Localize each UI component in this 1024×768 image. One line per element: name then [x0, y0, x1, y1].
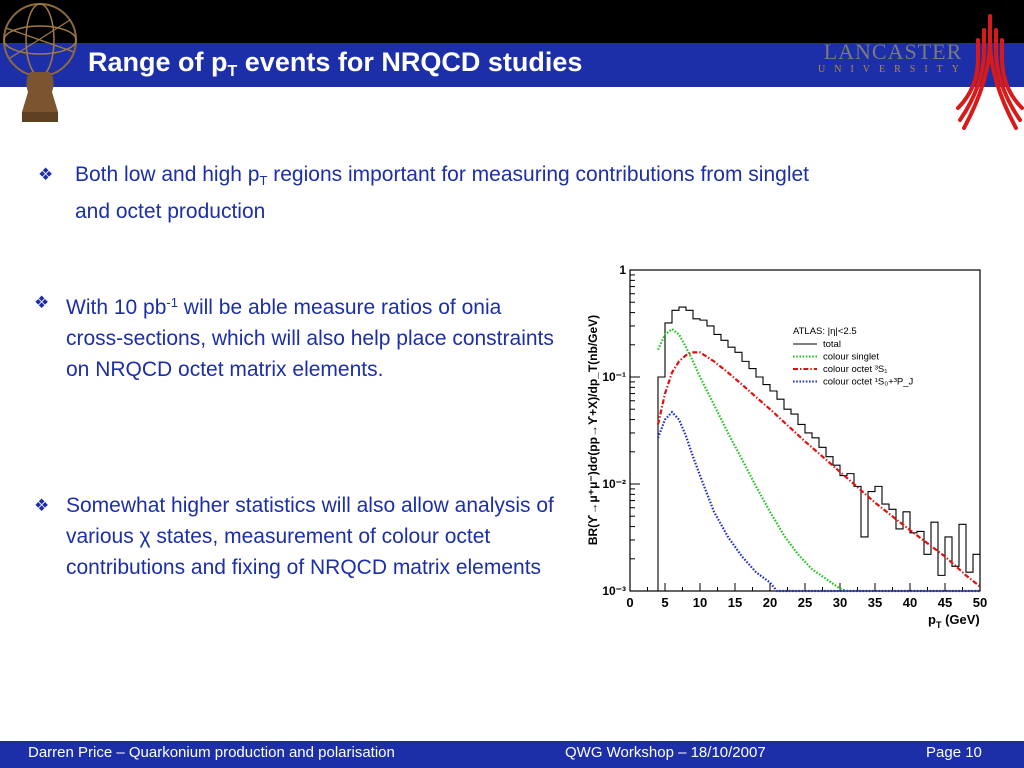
x-axis-label: pT (GeV) [928, 612, 980, 630]
y-tick-label: 10⁻² [602, 477, 626, 491]
bullet-text: regions important for measuring contribu… [75, 163, 810, 223]
x-tick-label: 50 [973, 595, 987, 610]
x-tick-label: 15 [728, 595, 742, 610]
footer-bar: Darren Price – Quarkonium production and… [0, 741, 1024, 768]
footer-page-number: Page 10 [926, 744, 982, 761]
chi-symbol: χ [139, 525, 151, 548]
series-line [656, 410, 980, 593]
bullet-higher-statistics: ❖ Somewhat higher statistics will also a… [34, 490, 554, 583]
footer-author: Darren Price – Quarkonium production and… [28, 744, 395, 761]
legend-label: colour singlet [823, 352, 879, 363]
x-tick-label: 40 [903, 595, 917, 610]
title-subscript: T [227, 63, 238, 80]
x-tick-label: 35 [868, 595, 882, 610]
top-black-band [0, 0, 1024, 43]
bullet-text: Both low and high p [75, 163, 260, 186]
legend-label: total [823, 339, 841, 350]
x-tick-label: 30 [833, 595, 847, 610]
bullet-text: will be able measure ratios of onia cros… [66, 296, 554, 381]
x-tick-label: 0 [626, 595, 633, 610]
y-tick-label: 1 [619, 263, 626, 277]
x-tick-label: 20 [763, 595, 777, 610]
bullet-text: With 10 pb [66, 296, 167, 319]
legend-title: ATLAS: |η|<2.5 [793, 326, 857, 337]
title-main: Range of p [88, 47, 228, 77]
lancaster-name: LANCASTER [823, 39, 963, 64]
series-group [651, 306, 981, 593]
bullet-superscript: -1 [166, 295, 178, 310]
y-tick-label: 10⁻³ [602, 584, 626, 598]
diamond-bullet-icon: ❖ [34, 293, 50, 312]
footer-event: QWG Workshop – 18/10/2007 [565, 744, 766, 761]
x-tick-label: 5 [661, 595, 668, 610]
legend-label: colour octet ¹S₀+³P_J [823, 377, 914, 388]
diamond-bullet-icon: ❖ [38, 165, 54, 184]
lancaster-university-label: UNIVERSITY [818, 64, 968, 75]
bullet-subscript: T [259, 173, 268, 188]
lancaster-university-logo: LANCASTER UNIVERSITY [818, 40, 968, 76]
pt-spectrum-chart: 0 5 10 15 20 25 30 35 40 45 50 10⁻³ 10⁻² 10⁻¹ 1 ATLAS:… [586, 263, 987, 630]
title-rest: events for NRQCD studies [237, 47, 583, 77]
x-tick-label: 10 [693, 595, 707, 610]
bullet-text: states, measurement of colour octet cont… [66, 525, 542, 579]
bullet-text: Somewhat higher statistics will also all… [66, 494, 554, 548]
lancaster-red-mark-icon [956, 14, 1024, 130]
bullet-pt-regions: ❖ Both low and high pT regions important… [38, 159, 838, 227]
series-line [656, 351, 981, 588]
legend-label: colour octet ³S₁ [823, 364, 887, 375]
diamond-bullet-icon: ❖ [34, 496, 50, 515]
atlas-figure-logo [3, 3, 77, 122]
series-line [657, 327, 848, 593]
y-axis-label: BR(ϒ→μ⁺μ⁻)dσ(pp→ϒ+X)/dp_T(nb/GeV) [586, 315, 600, 545]
series-line [651, 306, 980, 592]
title-bar [0, 43, 1024, 87]
slide-title: Range of pT events for NRQCD studies [88, 47, 582, 81]
x-tick-label: 25 [798, 595, 812, 610]
bullet-cross-section-ratios: ❖ With 10 pb-1 will be able measure rati… [34, 287, 554, 385]
x-tick-label: 45 [938, 595, 952, 610]
y-tick-label: 10⁻¹ [602, 370, 626, 384]
axis-ticks: 0 5 10 15 20 25 30 35 40 45 50 10⁻³ 10⁻² 10⁻¹ 1 [602, 263, 987, 610]
